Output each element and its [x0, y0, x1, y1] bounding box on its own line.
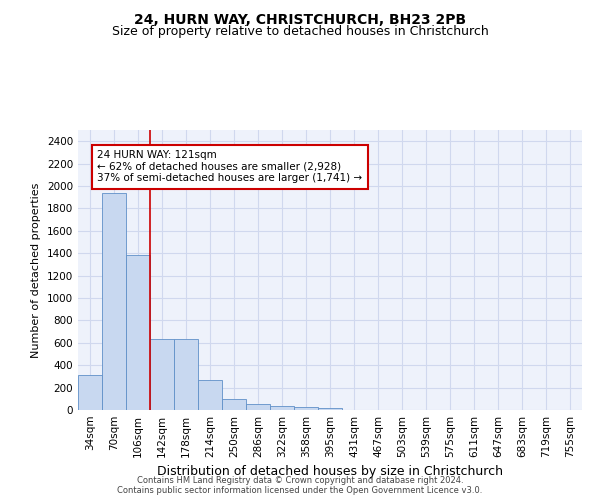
Bar: [246, 404, 270, 410]
Bar: [78, 374, 102, 410]
Text: Size of property relative to detached houses in Christchurch: Size of property relative to detached ho…: [112, 25, 488, 38]
Text: 24 HURN WAY: 121sqm
← 62% of detached houses are smaller (2,928)
37% of semi-det: 24 HURN WAY: 121sqm ← 62% of detached ho…: [97, 150, 362, 184]
Text: 24, HURN WAY, CHRISTCHURCH, BH23 2PB: 24, HURN WAY, CHRISTCHURCH, BH23 2PB: [134, 12, 466, 26]
Bar: [126, 256, 150, 410]
Bar: [222, 399, 246, 410]
Text: Contains HM Land Registry data © Crown copyright and database right 2024.
Contai: Contains HM Land Registry data © Crown c…: [118, 476, 482, 495]
Bar: [102, 192, 126, 410]
X-axis label: Distribution of detached houses by size in Christchurch: Distribution of detached houses by size …: [157, 466, 503, 478]
Y-axis label: Number of detached properties: Number of detached properties: [31, 182, 41, 358]
Bar: [294, 406, 318, 410]
Bar: [150, 340, 174, 410]
Bar: [198, 380, 222, 410]
Bar: [270, 406, 294, 410]
Bar: [174, 340, 198, 410]
Bar: [318, 408, 342, 410]
